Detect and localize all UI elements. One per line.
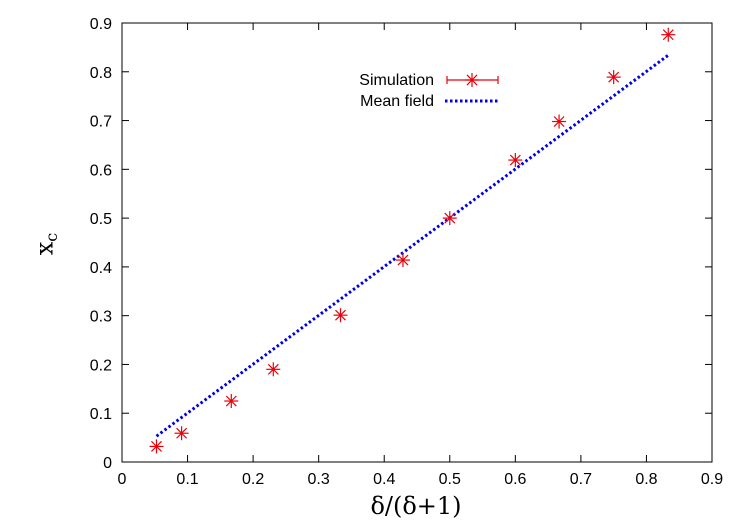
x-tick-label: 0.1: [176, 471, 198, 488]
legend: Simulation Mean field: [359, 72, 499, 110]
y-tick-label: 0.7: [90, 114, 112, 131]
y-tick-label: 0.5: [90, 211, 112, 228]
legend-marker-simulation: [446, 73, 499, 87]
data-point-simulation: [442, 211, 457, 226]
y-tick-label: 0.1: [90, 406, 112, 423]
y-tick-label: 0: [103, 455, 112, 472]
x-tick-label: 0.4: [373, 471, 395, 488]
x-axis-label: δ/(δ+1): [370, 492, 461, 520]
data-point-simulation: [174, 426, 189, 441]
data-point-simulation: [266, 362, 281, 377]
y-tick-label: 0.6: [90, 162, 112, 179]
axes: [121, 22, 713, 463]
data-point-simulation: [333, 308, 348, 323]
x-tick-label: 0: [118, 471, 127, 488]
x-tick-label: 0.3: [308, 471, 330, 488]
legend-star: [465, 73, 479, 87]
legend-label-mean-field: Mean field: [360, 93, 434, 110]
ticks: 0 0.1 0.2 0.3 0.4 0.5 0.6 0.7 0.8 0.9 0 0.1 0.2 0.3 0.…: [90, 16, 723, 488]
legend-label-simulation: Simulation: [359, 72, 434, 89]
x-tick-label: 0.7: [570, 471, 592, 488]
y-tick-label: 0.4: [90, 260, 112, 277]
series-line-mean-field: [155, 53, 670, 438]
series: [149, 27, 676, 454]
data-point-simulation: [661, 27, 676, 42]
x-tick-label: 0.9: [701, 471, 723, 488]
data-point-simulation: [149, 439, 164, 454]
data-point-simulation: [395, 253, 410, 268]
y-axis-label: xc: [31, 233, 61, 256]
data-point-simulation: [508, 153, 523, 168]
data-point-simulation: [224, 394, 239, 409]
plot-frame: [121, 22, 713, 463]
y-tick-label: 0.8: [90, 65, 112, 82]
data-point-simulation: [606, 70, 621, 85]
x-tick-label: 0.2: [242, 471, 264, 488]
y-tick-label: 0.9: [90, 16, 112, 33]
y-tick-label: 0.2: [90, 357, 112, 374]
x-tick-label: 0.5: [439, 471, 461, 488]
y-tick-label: 0.3: [90, 309, 112, 326]
x-tick-label: 0.8: [635, 471, 657, 488]
data-point-simulation: [552, 114, 567, 129]
x-tick-label: 0.6: [504, 471, 526, 488]
